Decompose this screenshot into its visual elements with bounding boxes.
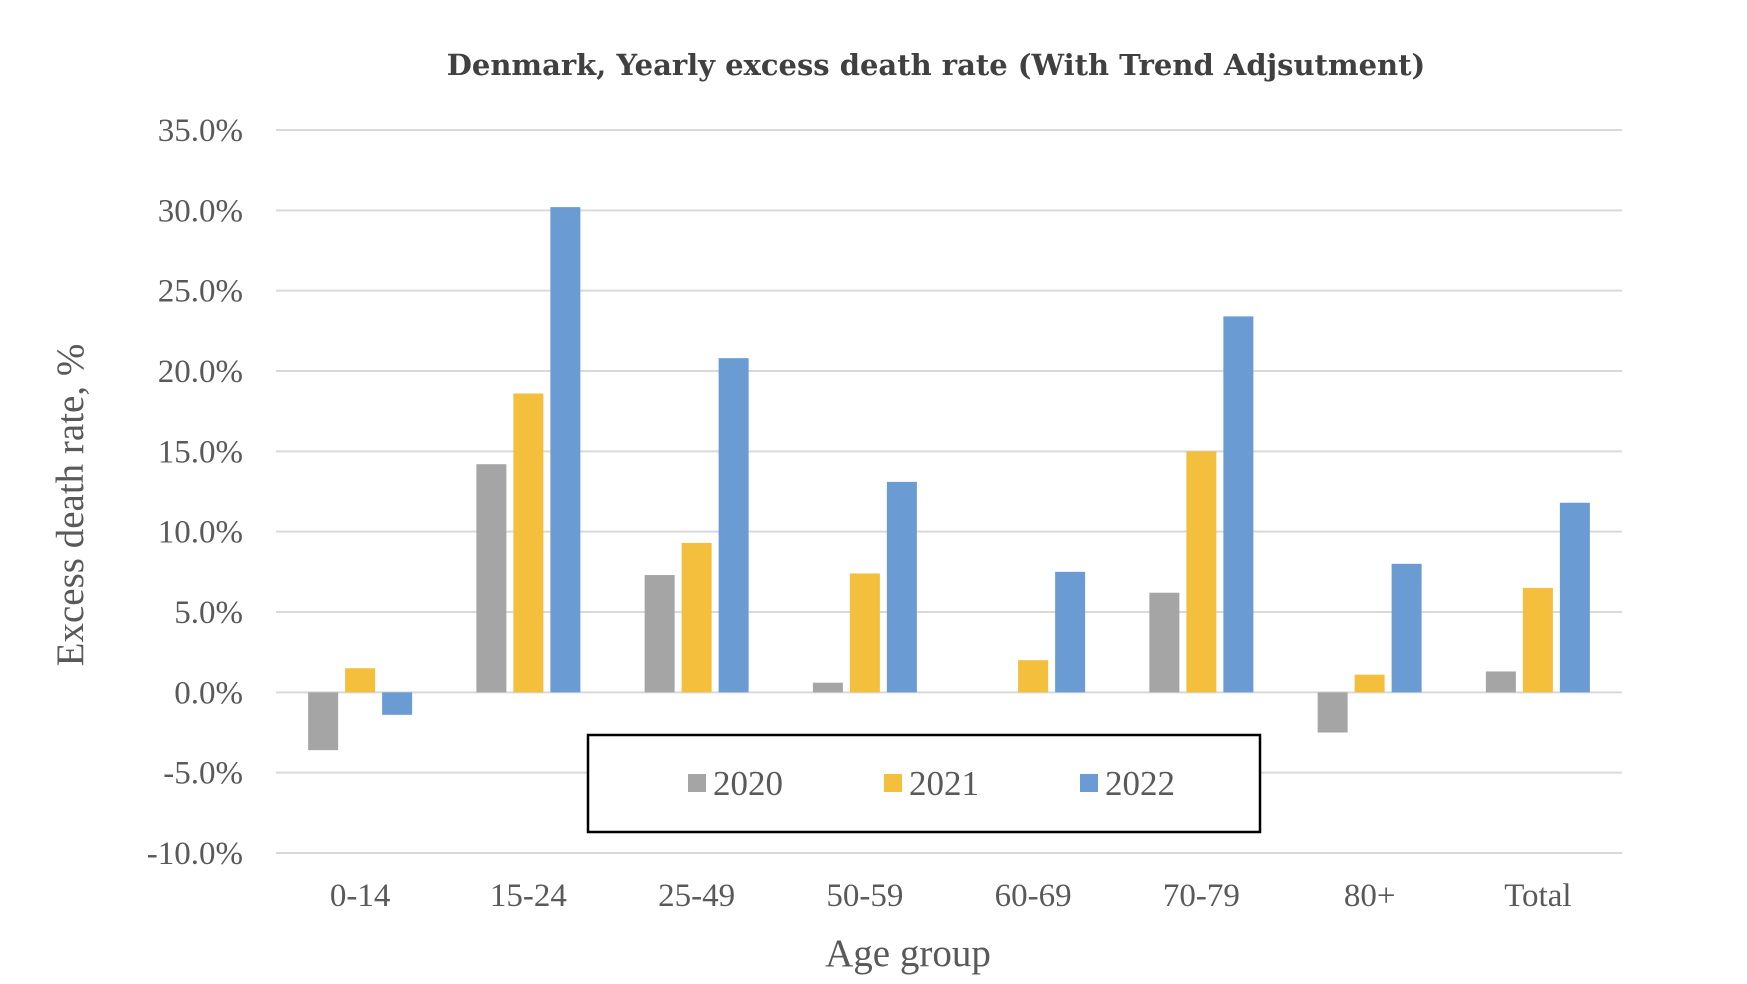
y-tick-label: 20.0% [158, 354, 243, 390]
legend-label-2020: 2020 [713, 764, 783, 803]
x-tick-label: 25-49 [658, 878, 735, 914]
legend-swatch-2022 [1080, 774, 1098, 792]
legend-box [586, 733, 1262, 834]
legend-swatch-2020 [688, 774, 706, 792]
y-tick-label: 35.0% [158, 113, 243, 149]
legend: 2020 2021 2022 [586, 733, 1262, 834]
bar-2021-15-24 [513, 393, 544, 693]
y-tick-label: -5.0% [163, 756, 243, 792]
bar-2020-25-49 [644, 575, 675, 693]
y-axis-label: Excess death rate, % [49, 344, 92, 667]
bar-2022-0-14 [382, 692, 413, 715]
bar-2020-15-24 [476, 464, 507, 693]
bar-2022-Total [1559, 502, 1590, 693]
y-tick-label: 0.0% [174, 675, 243, 711]
legend-swatch-2021 [884, 774, 902, 792]
x-tick-label: 60-69 [995, 878, 1072, 914]
x-axis-label: Age group [825, 932, 991, 975]
x-tick-label: Total [1504, 878, 1571, 914]
bar-2022-25-49 [718, 358, 749, 693]
bar-2021-50-59 [849, 573, 880, 693]
bar-2022-60-69 [1055, 571, 1086, 693]
bar-2022-80+ [1391, 563, 1422, 693]
y-tick-label: 15.0% [158, 434, 243, 470]
bar-2021-25-49 [681, 542, 712, 693]
legend-label-2022: 2022 [1105, 764, 1175, 803]
bar-2021-70-79 [1186, 451, 1217, 693]
x-tick-label: 0-14 [330, 878, 391, 914]
bar-2020-Total [1485, 671, 1516, 693]
bars [308, 207, 1590, 751]
bar-2022-15-24 [550, 207, 581, 693]
y-tick-label: -10.0% [147, 836, 243, 872]
y-tick-label: 5.0% [174, 595, 243, 631]
x-tick-label: 50-59 [826, 878, 903, 914]
x-tick-label: 70-79 [1163, 878, 1240, 914]
bar-2020-70-79 [1149, 592, 1180, 693]
bar-2021-60-69 [1018, 660, 1049, 693]
legend-label-2021: 2021 [909, 764, 979, 803]
bar-2022-70-79 [1223, 316, 1254, 693]
bar-2020-80+ [1317, 692, 1348, 733]
x-tick-label: 15-24 [490, 878, 567, 914]
bar-2020-0-14 [308, 692, 339, 751]
x-tick-label: 80+ [1344, 878, 1396, 914]
bar-2021-0-14 [345, 668, 376, 693]
bar-2020-50-59 [812, 682, 843, 693]
bar-2021-80+ [1354, 674, 1385, 693]
bar-2022-50-59 [886, 481, 917, 693]
x-axis-ticks: 0-14 15-24 25-49 50-59 60-69 70-79 80+ Total [330, 878, 1572, 914]
chart-title: Denmark, Yearly excess death rate (With … [447, 48, 1426, 82]
y-tick-label: 30.0% [158, 193, 243, 229]
y-tick-label: 25.0% [158, 274, 243, 310]
y-tick-label: 10.0% [158, 515, 243, 551]
y-axis-ticks: 35.0% 30.0% 25.0% 20.0% 15.0% 10.0% 5.0% 0.0% -5… [147, 113, 243, 872]
bar-2021-Total [1522, 587, 1553, 693]
